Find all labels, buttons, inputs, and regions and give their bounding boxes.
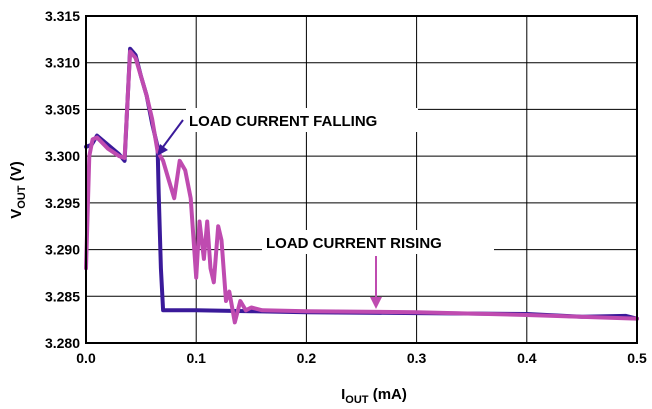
annotation-rising-label: LOAD CURRENT RISING bbox=[266, 235, 442, 252]
y-tick-labels: 3.280 3.285 3.290 3.295 3.300 3.305 3.310 3.315 bbox=[45, 8, 80, 351]
x-axis-title: IOUT (mA) bbox=[341, 386, 407, 406]
y-tick-label: 3.295 bbox=[45, 195, 80, 211]
x-tick-labels: 0.0 0.1 0.2 0.3 0.4 0.5 bbox=[76, 350, 647, 366]
y-tick-label: 3.290 bbox=[45, 242, 80, 258]
plot-frame bbox=[85, 15, 638, 344]
x-tick-label: 0.2 bbox=[297, 350, 317, 366]
annotation-falling: LOAD CURRENT FALLING bbox=[157, 108, 418, 156]
annotation-falling-label: LOAD CURRENT FALLING bbox=[189, 113, 377, 130]
y-tick-label: 3.310 bbox=[45, 55, 80, 71]
annotation-falling-arrow bbox=[159, 119, 184, 152]
x-tick-label: 0.3 bbox=[407, 350, 427, 366]
annotation-falling-arrowhead bbox=[157, 144, 168, 156]
series-line-rising bbox=[84, 49, 639, 325]
x-tick-label: 0.4 bbox=[517, 350, 537, 366]
y-axis-title-main: V bbox=[8, 209, 25, 219]
y-axis-title: VOUT (V) bbox=[8, 161, 28, 218]
y-tick-label: 3.315 bbox=[45, 8, 80, 24]
x-axis-title-main: I bbox=[341, 386, 345, 403]
y-tick-label: 3.285 bbox=[45, 288, 80, 304]
y-tick-label: 3.280 bbox=[45, 335, 80, 351]
y-axis-title-sub: OUT bbox=[16, 185, 28, 209]
y-tick-label: 3.300 bbox=[45, 148, 80, 164]
y-tick-label: 3.305 bbox=[45, 101, 80, 117]
x-axis-title-sub: OUT bbox=[345, 394, 369, 406]
x-tick-label: 0.1 bbox=[186, 350, 206, 366]
annotation-rising: LOAD CURRENT RISING bbox=[262, 230, 494, 309]
annotation-rising-arrowhead bbox=[370, 297, 382, 309]
x-axis-title-unit: (mA) bbox=[369, 386, 407, 403]
x-tick-label: 0.0 bbox=[76, 350, 96, 366]
x-tick-label: 0.5 bbox=[627, 350, 647, 366]
series-lines bbox=[84, 46, 639, 325]
y-axis-title-unit: (V) bbox=[8, 161, 25, 185]
